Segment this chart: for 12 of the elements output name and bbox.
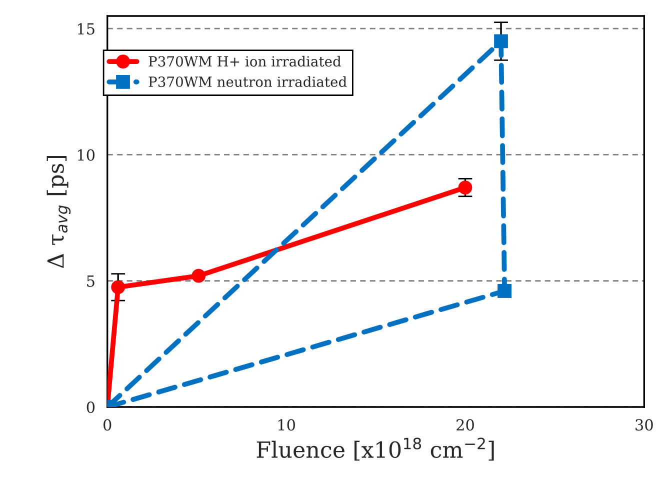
legend-label: P370WM H+ ion irradiated: [148, 56, 342, 67]
x-axis-title: Fluence [x10$^{18}$ cm$^{−2}$]: [256, 438, 494, 461]
y-axis-title: Δ τ$_{avg}$ [ps]: [46, 156, 71, 268]
legend-label: P370WM neutron irradiated: [148, 76, 347, 88]
x-tick-label: 0: [104, 419, 112, 431]
x-tick-label: 10: [278, 419, 295, 431]
y-tick-label: 10: [78, 149, 95, 161]
y-tick-label: 5: [87, 276, 94, 287]
x-tick-label: 30: [636, 419, 653, 431]
x-tick-label: 20: [456, 419, 474, 431]
y-tick-label: 0: [86, 401, 95, 414]
y-tick-label: 15: [78, 23, 94, 35]
